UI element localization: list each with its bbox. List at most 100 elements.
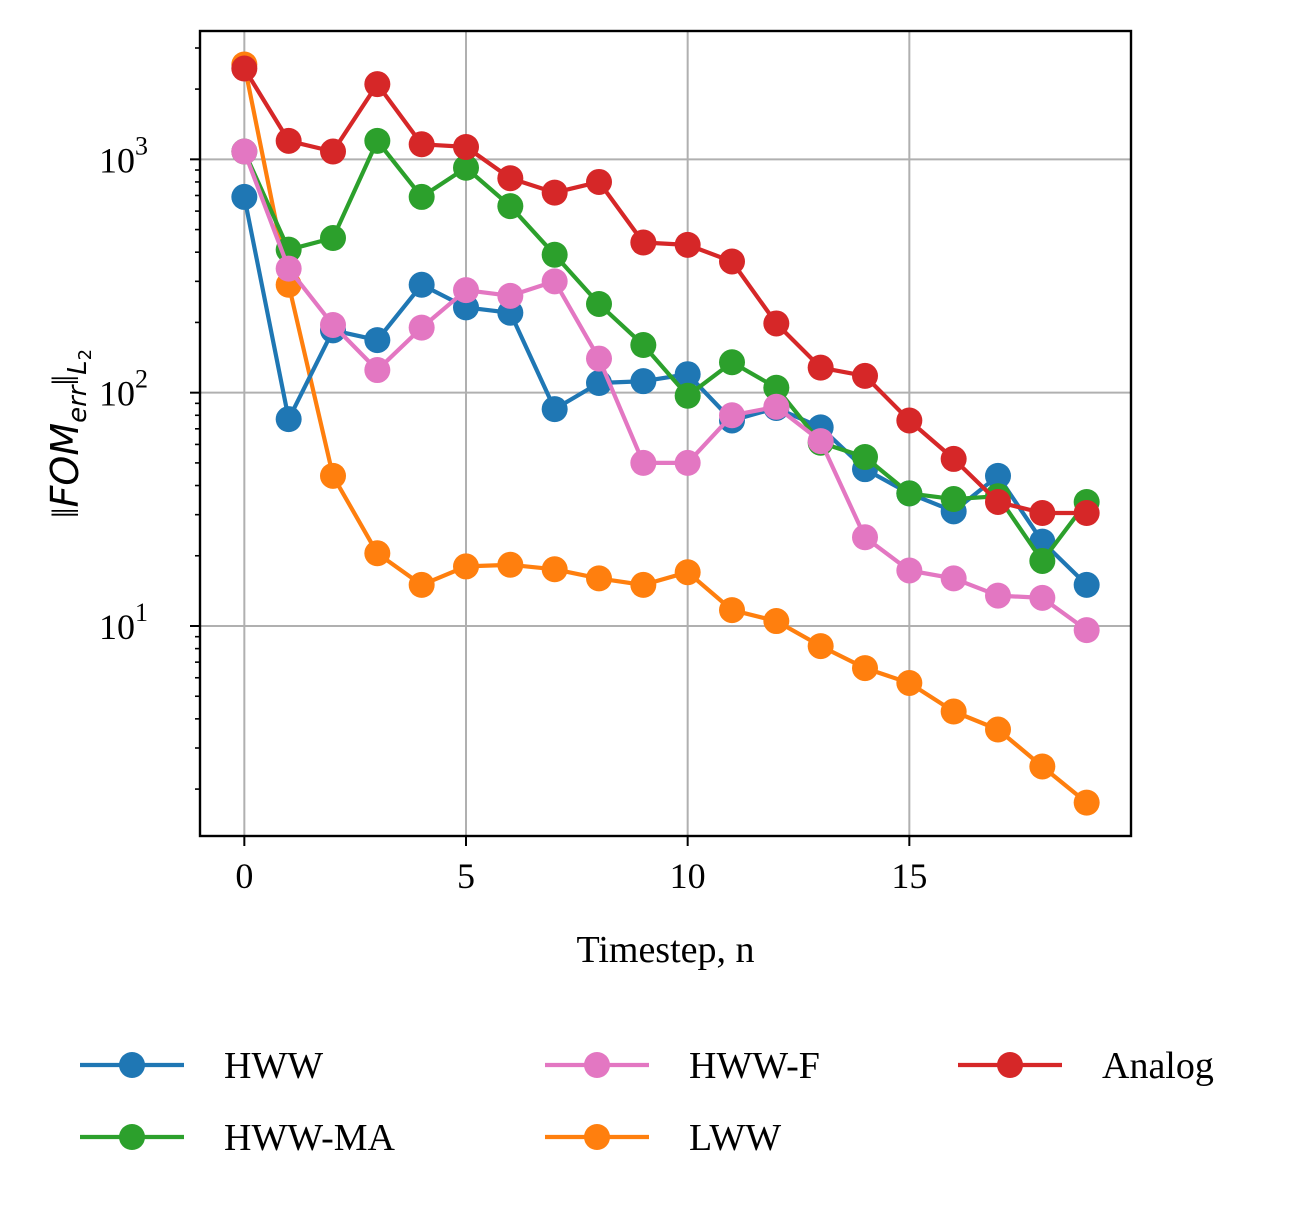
data-point <box>320 311 346 338</box>
data-point <box>320 462 346 489</box>
ylabel-norm-sub: L <box>63 360 93 375</box>
data-point <box>1073 617 1100 644</box>
data-point <box>940 698 967 725</box>
data-point <box>497 551 524 578</box>
data-point <box>231 183 258 210</box>
data-point <box>497 193 524 220</box>
data-point <box>408 183 435 210</box>
data-point <box>320 225 346 252</box>
data-point <box>541 241 568 268</box>
data-point <box>852 362 878 389</box>
data-point <box>807 633 834 660</box>
svg-text:‖FOMerr‖L2: ‖FOMerr‖L2 <box>43 349 96 518</box>
data-point <box>541 268 568 295</box>
x-axis-label: Timestep, n <box>576 929 754 971</box>
legend-marker <box>584 1124 610 1150</box>
legend-marker <box>119 1052 145 1078</box>
data-point <box>630 332 657 359</box>
data-point <box>896 407 923 434</box>
data-point <box>586 345 612 372</box>
legend-item-lww: LWW <box>545 1117 781 1159</box>
data-point <box>852 444 878 471</box>
y-tick-label: 103 <box>99 131 148 180</box>
series-hww-f <box>231 138 1100 644</box>
ylabel-norm-close: ‖ <box>45 375 87 386</box>
x-tick-label: 10 <box>670 856 706 896</box>
data-point <box>1029 584 1056 611</box>
data-point <box>1073 789 1100 816</box>
data-point <box>364 127 391 154</box>
legend-item-hww-ma: HWW-MA <box>80 1117 396 1159</box>
data-point <box>275 255 302 282</box>
data-point <box>719 349 745 376</box>
data-point <box>852 655 878 682</box>
ylabel-main: FOM <box>43 423 87 508</box>
data-point <box>275 127 302 154</box>
legend-marker <box>119 1124 145 1150</box>
legend-label: LWW <box>689 1117 781 1159</box>
data-point <box>453 154 479 181</box>
data-point <box>364 71 391 98</box>
data-point <box>896 669 923 696</box>
data-point <box>630 368 657 395</box>
data-point <box>763 608 790 635</box>
series-line <box>242 64 1089 805</box>
legend-item-hww-f: HWW-F <box>545 1045 820 1087</box>
data-point <box>807 354 834 381</box>
x-tick-label: 0 <box>235 856 253 896</box>
data-point <box>364 540 391 567</box>
data-point <box>896 557 923 584</box>
data-point <box>985 582 1011 609</box>
data-point <box>364 357 391 384</box>
legend-label: HWW-MA <box>224 1117 396 1159</box>
data-point <box>497 165 524 192</box>
series-line <box>242 196 1089 587</box>
data-point <box>1073 571 1100 598</box>
series-layer <box>231 51 1100 816</box>
data-point <box>275 406 302 433</box>
data-point <box>408 314 435 341</box>
ylabel-norm-open: ‖ <box>45 507 87 518</box>
data-point <box>630 449 657 476</box>
data-point <box>231 55 258 82</box>
data-point <box>231 138 258 165</box>
legend-item-analog: Analog <box>958 1045 1214 1087</box>
data-point <box>497 282 524 309</box>
data-point <box>364 327 391 354</box>
data-point <box>541 396 568 423</box>
legend-label: HWW-F <box>689 1045 820 1087</box>
data-point <box>1073 499 1100 526</box>
axis-ticks: 0 5 10 15 101 102 103 <box>99 47 927 896</box>
data-point <box>940 445 967 472</box>
data-point <box>408 271 435 298</box>
y-axis-label: ‖FOMerr‖L2 <box>43 349 96 518</box>
data-point <box>985 716 1011 743</box>
data-point <box>674 449 701 476</box>
data-point <box>1029 499 1056 526</box>
data-point <box>719 597 745 624</box>
data-point <box>852 524 878 551</box>
data-point <box>630 571 657 598</box>
data-point <box>453 133 479 160</box>
data-point <box>807 428 834 455</box>
x-tick-label: 15 <box>891 856 927 896</box>
data-point <box>541 179 568 206</box>
data-point <box>763 374 790 401</box>
legend-marker <box>584 1052 610 1078</box>
data-point <box>453 553 479 580</box>
data-point <box>763 310 790 337</box>
data-point <box>674 382 701 409</box>
data-point <box>630 229 657 256</box>
legend-item-hww: HWW <box>80 1045 323 1087</box>
data-point <box>940 565 967 592</box>
data-point <box>586 168 612 195</box>
data-point <box>408 131 435 158</box>
series-hww <box>231 183 1100 598</box>
data-point <box>985 488 1011 515</box>
data-point <box>896 480 923 507</box>
data-point <box>408 571 435 598</box>
y-tick-label: 101 <box>99 598 148 647</box>
data-point <box>719 248 745 275</box>
data-point <box>541 556 568 583</box>
